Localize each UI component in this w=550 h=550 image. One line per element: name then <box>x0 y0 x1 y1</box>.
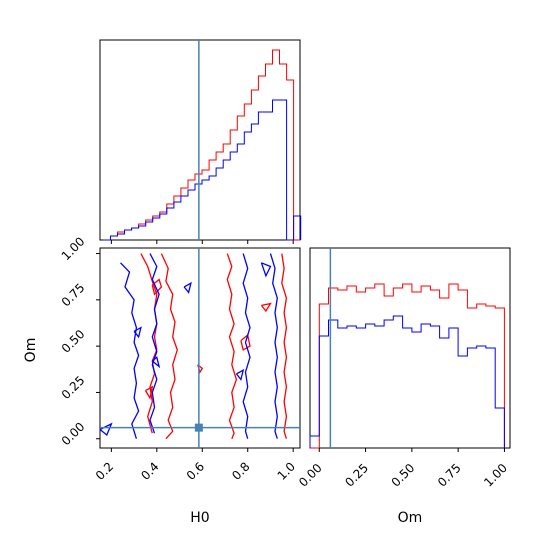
contour-line-blue <box>260 262 272 278</box>
om-histogram-frame <box>309 247 511 449</box>
contour-x-tick-label: 0.8 <box>229 459 252 482</box>
om-histogram-series-blue <box>309 315 505 448</box>
contour-line-blue <box>120 262 140 439</box>
om-x-tick-label: 0.75 <box>435 461 464 490</box>
om-x-tick-label: 0.00 <box>296 461 325 490</box>
contour-y-tick-label: 1.00 <box>59 234 88 263</box>
contour-line-blue <box>269 253 278 439</box>
contour-y-tick-label: 0.50 <box>59 327 88 356</box>
contour-truth-marker <box>194 423 203 432</box>
contour-line-red <box>281 253 288 439</box>
contour-y-tick-label: 0.25 <box>59 373 88 402</box>
y-axis-label-om: Om <box>23 338 39 363</box>
h0-histogram-frame <box>99 39 301 241</box>
contour-line-red <box>226 253 238 439</box>
contour-line-blue <box>235 368 245 381</box>
h0-histogram-panel <box>99 39 302 244</box>
om-histogram-series-red <box>310 283 505 449</box>
h0-histogram-series-red <box>103 49 301 241</box>
contour-truth-lines <box>100 248 300 448</box>
h0-histogram-ticks <box>110 240 294 244</box>
contour-line-red <box>144 385 154 400</box>
contour-line-red <box>151 278 163 296</box>
contour-paths <box>99 253 288 440</box>
contour-line-blue <box>242 253 251 439</box>
contour-line-blue <box>149 253 160 434</box>
contour-x-tick-label: 0.2 <box>93 459 116 482</box>
om-x-tick-label: 1.00 <box>481 461 510 490</box>
contour-x-ticks: 0.2 0.4 0.6 0.8 1.0 <box>93 448 298 483</box>
om-histogram-panel: 0.00 0.25 0.50 0.75 1.00 <box>296 247 511 490</box>
om-x-tick-label: 0.25 <box>342 461 371 490</box>
contour-y-tick-label: 0.75 <box>59 281 88 310</box>
contour-frame <box>99 247 301 449</box>
contour-line-blue <box>151 356 161 369</box>
x-axis-label-om: Om <box>398 510 423 526</box>
contour-x-tick-label: 0.6 <box>184 459 207 482</box>
contour-x-tick-label: 1.0 <box>275 459 298 482</box>
contour-line-blue <box>99 422 113 437</box>
x-axis-label-h0: H0 <box>190 510 209 526</box>
om-histogram-series <box>309 283 505 449</box>
contour-y-tick-label: 0.00 <box>59 420 88 449</box>
contour-line-blue <box>133 326 142 339</box>
h0-histogram-series <box>103 49 302 241</box>
h0-om-contour-panel: 0.2 0.4 0.6 0.8 1.0 0.00 0.25 0.50 0.75 1.00 <box>59 234 301 483</box>
contour-line-red <box>160 253 178 440</box>
h0-histogram-series-blue <box>103 99 302 241</box>
contour-line-red <box>260 302 272 313</box>
contour-line-blue <box>183 281 192 294</box>
om-x-tick-label: 0.50 <box>389 461 418 490</box>
contour-x-tick-label: 0.4 <box>138 459 161 482</box>
contour-line-red <box>240 333 251 351</box>
contour-y-ticks: 0.00 0.25 0.50 0.75 1.00 <box>59 234 100 448</box>
om-x-ticks: 0.00 0.25 0.50 0.75 1.00 <box>296 448 510 490</box>
contour-line-red <box>140 253 158 434</box>
